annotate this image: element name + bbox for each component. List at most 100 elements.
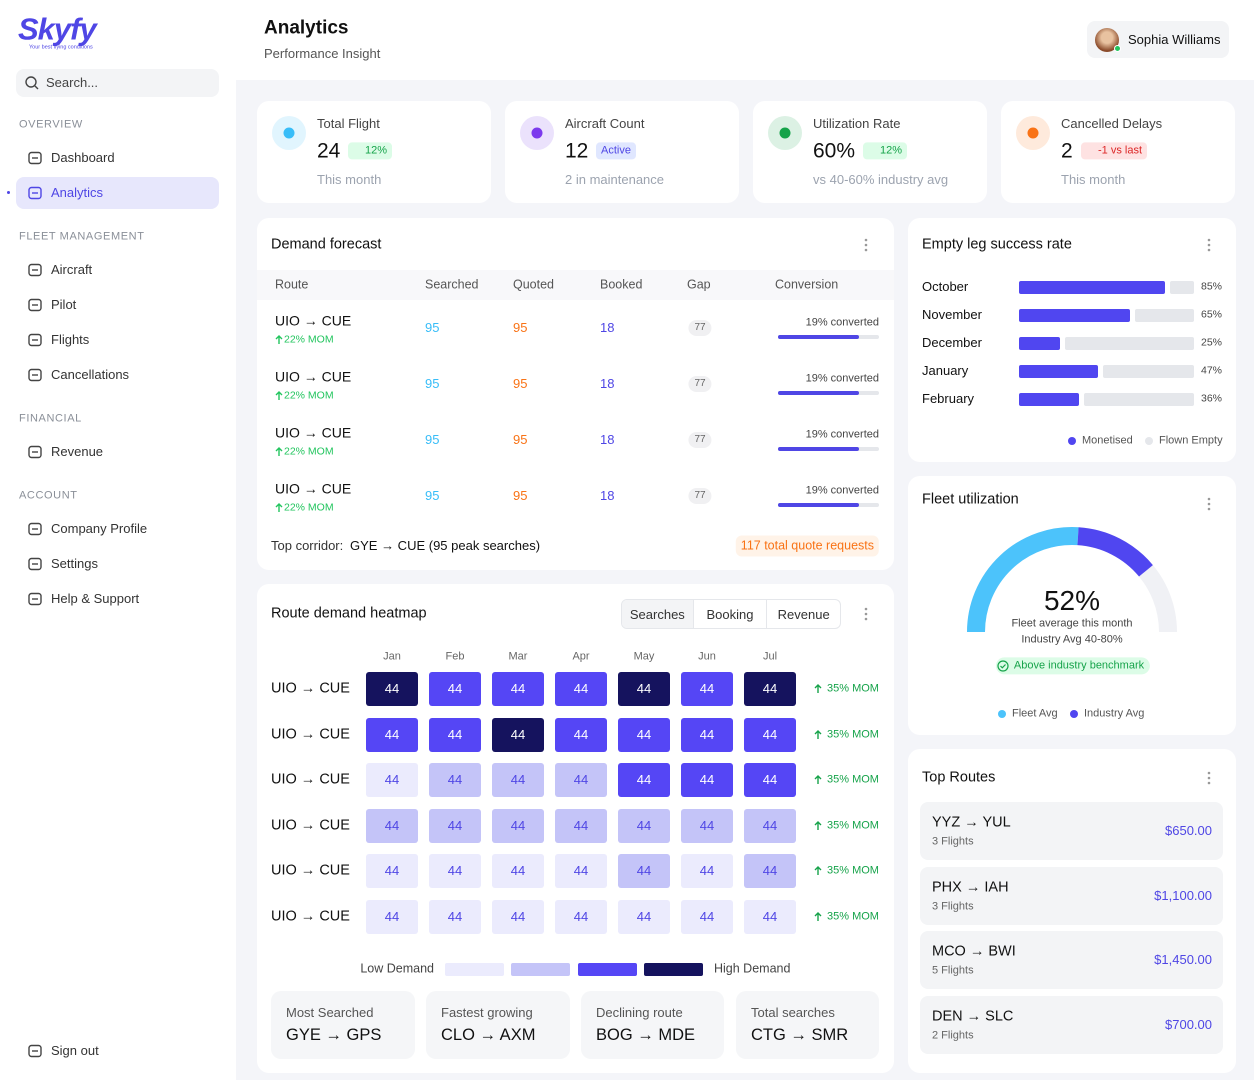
searched-count: 95 [425,320,440,336]
stat-value: GYE → GPS [286,1026,382,1045]
more-menu[interactable] [1206,497,1212,511]
tab-group: Searches Booking Revenue [621,599,841,629]
heat-cell [429,854,481,889]
bar [1134,308,1194,322]
more-menu[interactable] [863,238,869,252]
gap-pill: 77 [688,488,712,504]
arrow-shape [275,335,283,344]
heat-value: 44 [762,909,778,925]
heat-value: 44 [636,863,652,879]
heat-value: 44 [636,772,652,788]
tab[interactable]: Booking [692,600,767,628]
legend-dot [1070,710,1078,718]
heatmap-route: UIO → CUE [271,771,350,788]
nav-item[interactable]: Revenue [51,444,104,460]
more-menu[interactable] [863,607,869,621]
search-icon [25,76,39,90]
heatmap-change: 35% MOM [827,773,879,786]
legend-label: Flown Empty [1159,434,1223,447]
gap-pill: 77 [688,432,712,448]
value-label: 65% [1200,308,1222,321]
heat-cell [744,808,796,843]
search-box[interactable] [16,69,219,97]
card-title: Route demand heatmap [271,605,427,622]
icon [28,445,42,459]
trend-arrow [814,729,822,739]
heatmap-change: 35% MOM [827,910,879,923]
dot [864,248,868,252]
month-label: Mar [508,650,528,663]
kpi-note: vs 40-60% industry avg [813,172,949,188]
conversion-bar [778,335,859,339]
sign-out[interactable]: Sign out [51,1043,99,1059]
nav-item[interactable]: Settings [51,556,98,572]
nav-item[interactable]: Cancellations [51,367,130,383]
kpi-glyph [779,127,791,139]
icon-shape [531,127,543,139]
column-header: Booked [600,277,643,292]
trend-arrow [275,335,283,344]
arrow-shape [275,447,283,456]
nav-item[interactable]: Flights [51,332,90,348]
heat-value: 44 [699,909,715,925]
heat-value: 44 [510,863,526,879]
heat-cell [429,900,481,934]
nav-item[interactable]: Pilot [51,297,77,313]
value-label: 85% [1200,280,1222,293]
route-item[interactable] [920,866,1223,925]
nav-item[interactable]: Company Profile [51,521,148,537]
legend-high: High Demand [714,961,791,976]
column-header: Gap [687,277,711,292]
heat-value: 44 [384,681,400,697]
legend-swatch [577,963,637,976]
heat-value: 44 [573,818,589,833]
legend-label: Monetised [1082,434,1133,447]
gauge-industry [1077,527,1153,577]
route: UIO → CUE [275,480,352,497]
route-item[interactable] [920,995,1223,1054]
heat-cell [618,763,670,798]
route: UIO → CUE [275,368,352,385]
conversion-bar [778,447,859,451]
heat-value: 44 [510,681,526,697]
search-placeholder[interactable]: Search... [46,75,99,91]
heat-cell [744,854,796,889]
icon-shape [28,368,42,382]
route-item[interactable] [920,802,1223,860]
gauge-note: Industry Avg 40-80% [1021,633,1123,646]
heat-value: 44 [762,681,778,697]
nav-section-title: ACCOUNT [19,489,78,502]
nav-item[interactable]: Aircraft [51,262,93,278]
tab[interactable]: Revenue [766,600,840,628]
route-item[interactable] [920,931,1223,989]
more-menu[interactable] [1206,771,1212,785]
nav-item[interactable]: Analytics [51,185,104,201]
card-title: Empty leg success rate [922,236,1072,253]
heat-cell [681,808,733,843]
tab[interactable]: Searches [622,600,693,628]
bar [1169,280,1194,294]
kpi-glyph [531,127,543,139]
nav-item[interactable]: Dashboard [51,150,115,166]
heat-cell [366,900,418,934]
category-label: January [922,363,969,379]
icon-shape [1000,664,1006,669]
bar [1019,280,1165,294]
heat-value: 44 [636,726,652,742]
heat-cell [744,672,796,706]
category-label: October [922,279,969,295]
more-menu[interactable] [1206,238,1212,252]
fleet-utilization-card [908,476,1236,735]
bar [1019,364,1099,378]
kpi-note: This month [317,172,382,188]
heat-value: 44 [447,772,463,788]
legend-low: Low Demand [360,961,434,976]
month-label: May [633,650,655,663]
heat-value: 44 [699,863,715,879]
route-name: MCO → BWI [932,943,1016,960]
stat-box [581,991,724,1059]
route-price: $650.00 [1165,823,1212,839]
nav-item[interactable]: Help & Support [51,591,140,607]
category-label: December [922,335,982,351]
kpi-label: Cancelled Delays [1061,116,1163,132]
